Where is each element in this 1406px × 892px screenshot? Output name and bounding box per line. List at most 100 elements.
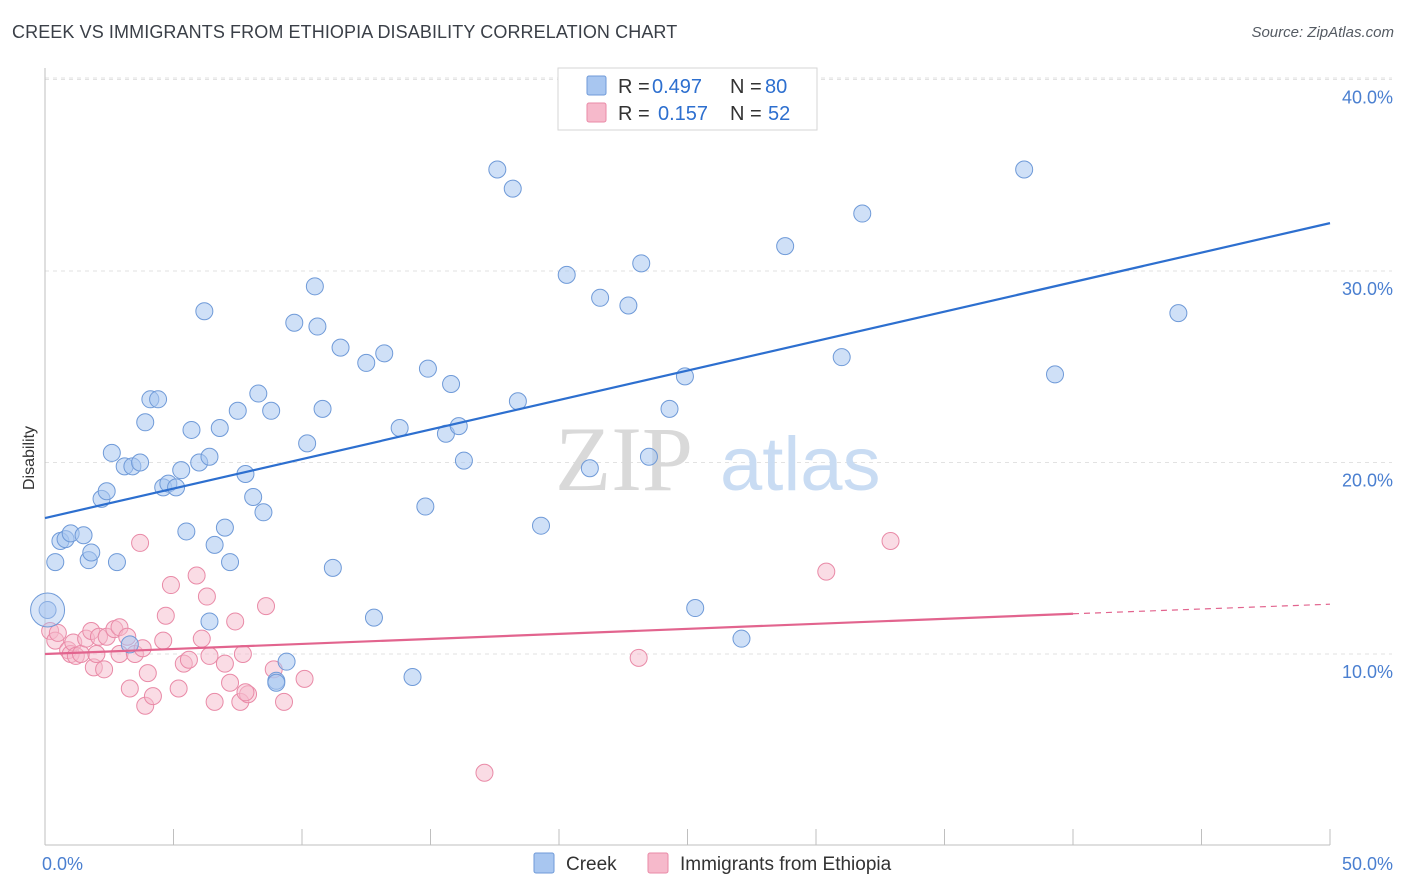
ethiopia-trend-extrapolation bbox=[1072, 603, 1331, 615]
ethiopia-point-11 bbox=[87, 645, 106, 663]
ethiopia-point-51 bbox=[236, 683, 255, 702]
creek-point-54 bbox=[442, 374, 461, 393]
legend-ethiopia-n-value: 52 bbox=[768, 103, 790, 125]
trend-lines bbox=[44, 222, 1331, 656]
creek-point-72 bbox=[832, 348, 851, 367]
creek-point-60 bbox=[532, 516, 551, 535]
creek-point-30 bbox=[221, 553, 240, 572]
creek-point-56 bbox=[454, 451, 473, 470]
ethiopia-point-33 bbox=[192, 629, 211, 648]
ethiopia-point-7 bbox=[71, 645, 90, 663]
legend-ethiopia-r-value: 0.157 bbox=[658, 103, 708, 125]
y-tick-label-1: 20.0% bbox=[1342, 471, 1393, 491]
source-credit: Source: ZipAtlas.com bbox=[1251, 24, 1394, 41]
ethiopia-point-36 bbox=[205, 692, 224, 711]
legend-creek-r-label: R = bbox=[618, 76, 650, 98]
creek-point-0 bbox=[46, 553, 65, 572]
creek-point-34 bbox=[249, 384, 268, 403]
ethiopia-point-47 bbox=[475, 763, 494, 782]
creek-point-69 bbox=[686, 599, 705, 618]
ethiopia-point-48 bbox=[629, 648, 648, 667]
creek-point-21 bbox=[172, 461, 191, 480]
creek-point-52 bbox=[418, 359, 437, 378]
creek-point-43 bbox=[313, 399, 332, 418]
bottom-legend-ethiopia-label: Immigrants from Ethiopia bbox=[680, 854, 892, 875]
tick-labels: 10.0% 20.0% 30.0% 40.0% 0.0% 50.0% bbox=[42, 88, 1393, 875]
ethiopia-point-35 bbox=[200, 646, 219, 665]
ethiopia-point-45 bbox=[275, 692, 294, 711]
creek-point-73 bbox=[853, 204, 872, 223]
creek-point-40 bbox=[298, 434, 317, 453]
creek-point-29 bbox=[215, 518, 234, 537]
ethiopia-point-27 bbox=[154, 631, 173, 650]
creek-point-74 bbox=[1015, 160, 1034, 179]
creek-point-78 bbox=[267, 673, 286, 692]
creek-point-8 bbox=[97, 482, 116, 501]
creek-point-75 bbox=[1046, 365, 1065, 384]
ethiopia-point-49 bbox=[817, 562, 836, 581]
ethiopia-point-41 bbox=[233, 645, 252, 663]
creek-point-14 bbox=[131, 453, 150, 472]
ethiopia-trend-line bbox=[44, 612, 1074, 656]
creek-point-77 bbox=[38, 600, 57, 619]
legend-creek-r-value: 0.497 bbox=[652, 76, 702, 98]
creek-point-22 bbox=[177, 522, 196, 541]
creek-point-49 bbox=[390, 419, 409, 438]
bottom-legend-creek-label: Creek bbox=[566, 854, 617, 875]
creek-point-79 bbox=[200, 612, 219, 631]
creek-point-27 bbox=[205, 535, 224, 554]
ethiopia-point-21 bbox=[131, 533, 150, 552]
ethiopia-point-50 bbox=[881, 532, 900, 551]
ethiopia-point-25 bbox=[143, 687, 162, 706]
grid-lines bbox=[45, 77, 1392, 655]
creek-point-44 bbox=[323, 558, 342, 577]
y-tick-label-0: 10.0% bbox=[1342, 662, 1393, 682]
creek-point-15 bbox=[136, 413, 155, 432]
x-tick-label-0: 0.0% bbox=[42, 854, 83, 874]
creek-point-38 bbox=[277, 652, 296, 671]
ethiopia-point-24 bbox=[138, 664, 157, 683]
ethiopia-point-28 bbox=[161, 576, 180, 595]
creek-point-64 bbox=[619, 296, 638, 315]
creek-point-71 bbox=[776, 237, 795, 256]
ethiopia-point-31 bbox=[179, 650, 198, 669]
creek-point-42 bbox=[308, 317, 327, 336]
creek-point-33 bbox=[244, 487, 263, 506]
creek-point-46 bbox=[357, 353, 376, 372]
creek-point-28 bbox=[210, 419, 229, 438]
creek-point-48 bbox=[375, 344, 394, 363]
ethiopia-point-34 bbox=[197, 587, 216, 606]
creek-point-cluster bbox=[30, 592, 66, 628]
creek-point-6 bbox=[82, 543, 101, 562]
ethiopia-point-46 bbox=[295, 669, 314, 688]
creek-point-12 bbox=[120, 635, 139, 654]
legend-ethiopia-r-label: R = bbox=[618, 103, 650, 125]
bottom-legend-creek-swatch bbox=[533, 852, 555, 874]
creek-point-25 bbox=[195, 302, 214, 321]
creek-point-23 bbox=[182, 420, 201, 439]
axes bbox=[44, 68, 1331, 846]
watermark-zip: ZIP bbox=[555, 408, 693, 510]
ethiopia-points bbox=[41, 532, 900, 782]
creek-point-61 bbox=[557, 265, 576, 284]
creek-point-63 bbox=[591, 288, 610, 307]
creek-point-76 bbox=[1169, 304, 1188, 323]
top-legend: R = 0.497 N = 80 R = 0.157 N = 52 bbox=[557, 67, 818, 131]
creek-point-41 bbox=[305, 277, 324, 296]
chart-title: CREEK VS IMMIGRANTS FROM ETHIOPIA DISABI… bbox=[12, 22, 678, 42]
legend-creek-n-value: 80 bbox=[765, 76, 787, 98]
ethiopia-point-29 bbox=[169, 679, 188, 698]
creek-point-65 bbox=[632, 254, 651, 273]
y-tick-label-2: 30.0% bbox=[1342, 279, 1393, 299]
legend-creek-n-label: N = bbox=[730, 76, 762, 98]
ethiopia-point-19 bbox=[120, 679, 139, 698]
creek-point-57 bbox=[488, 160, 507, 179]
creek-point-47 bbox=[364, 608, 383, 627]
bottom-legend-ethiopia-swatch bbox=[647, 852, 669, 874]
creek-trend-line bbox=[44, 222, 1331, 520]
creek-point-26 bbox=[200, 447, 219, 466]
creek-point-17 bbox=[149, 390, 168, 409]
bottom-legend: Creek Immigrants from Ethiopia bbox=[533, 852, 892, 875]
ethiopia-point-38 bbox=[221, 673, 240, 692]
